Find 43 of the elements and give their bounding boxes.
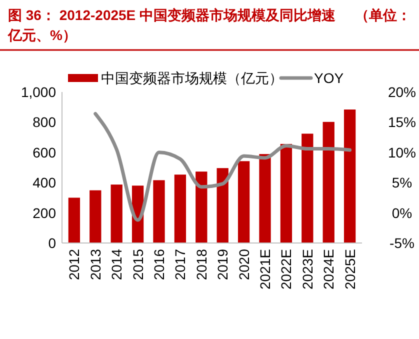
bar	[174, 174, 186, 243]
x-tick-label: 2014	[108, 248, 125, 280]
bar	[344, 110, 356, 243]
legend-label: YOY	[314, 70, 344, 86]
bar	[216, 168, 228, 243]
bar	[238, 161, 250, 243]
bar	[153, 180, 165, 243]
bar	[68, 198, 80, 243]
line-series	[94, 112, 352, 222]
x-tick-label: 2022E	[278, 249, 294, 290]
y2-tick-label: -5%	[390, 235, 414, 251]
y-tick-label: 600	[32, 144, 56, 160]
bar	[322, 122, 334, 243]
legend-label: 中国变频器市场规模（亿元）	[101, 70, 283, 86]
x-tick-label: 2012	[66, 248, 82, 280]
x-tick-label: 2023E	[299, 249, 316, 290]
x-tick-label: 2019	[214, 248, 231, 280]
y2-tick-label: 10%	[388, 144, 416, 160]
y2-tick-label: 5%	[392, 174, 412, 191]
x-tick-label: 2016	[150, 248, 167, 280]
y-tick-label: 1,000	[20, 84, 56, 100]
bar	[280, 144, 292, 243]
y2-tick-label: 15%	[388, 114, 416, 130]
bar	[196, 172, 208, 243]
y2-tick-label: 0%	[392, 204, 412, 221]
y-tick-label: 400	[32, 174, 56, 191]
bar	[259, 154, 271, 243]
x-tick-label: 2021E	[257, 249, 274, 290]
y-tick-label: 800	[32, 114, 56, 130]
chart-title: 图 36： 2012-2025E 中国变频器市场规模及同比增速（单位：亿元、%）	[8, 7, 411, 43]
y2-tick-label: 20%	[388, 84, 416, 100]
x-tick-label: 2025E	[342, 249, 358, 290]
x-tick-label: 2013	[87, 248, 104, 280]
bar	[110, 184, 122, 243]
x-tick-label: 2018	[193, 248, 210, 280]
x-tick-label: 2017	[172, 248, 188, 280]
bar	[90, 190, 102, 243]
bar	[302, 134, 314, 243]
x-tick-label: 2020	[236, 248, 252, 280]
x-tick-label: 2015	[130, 248, 146, 280]
y-tick-label: 200	[32, 204, 56, 221]
y-tick-label: 0	[48, 235, 56, 251]
x-tick-label: 2024E	[320, 249, 337, 290]
